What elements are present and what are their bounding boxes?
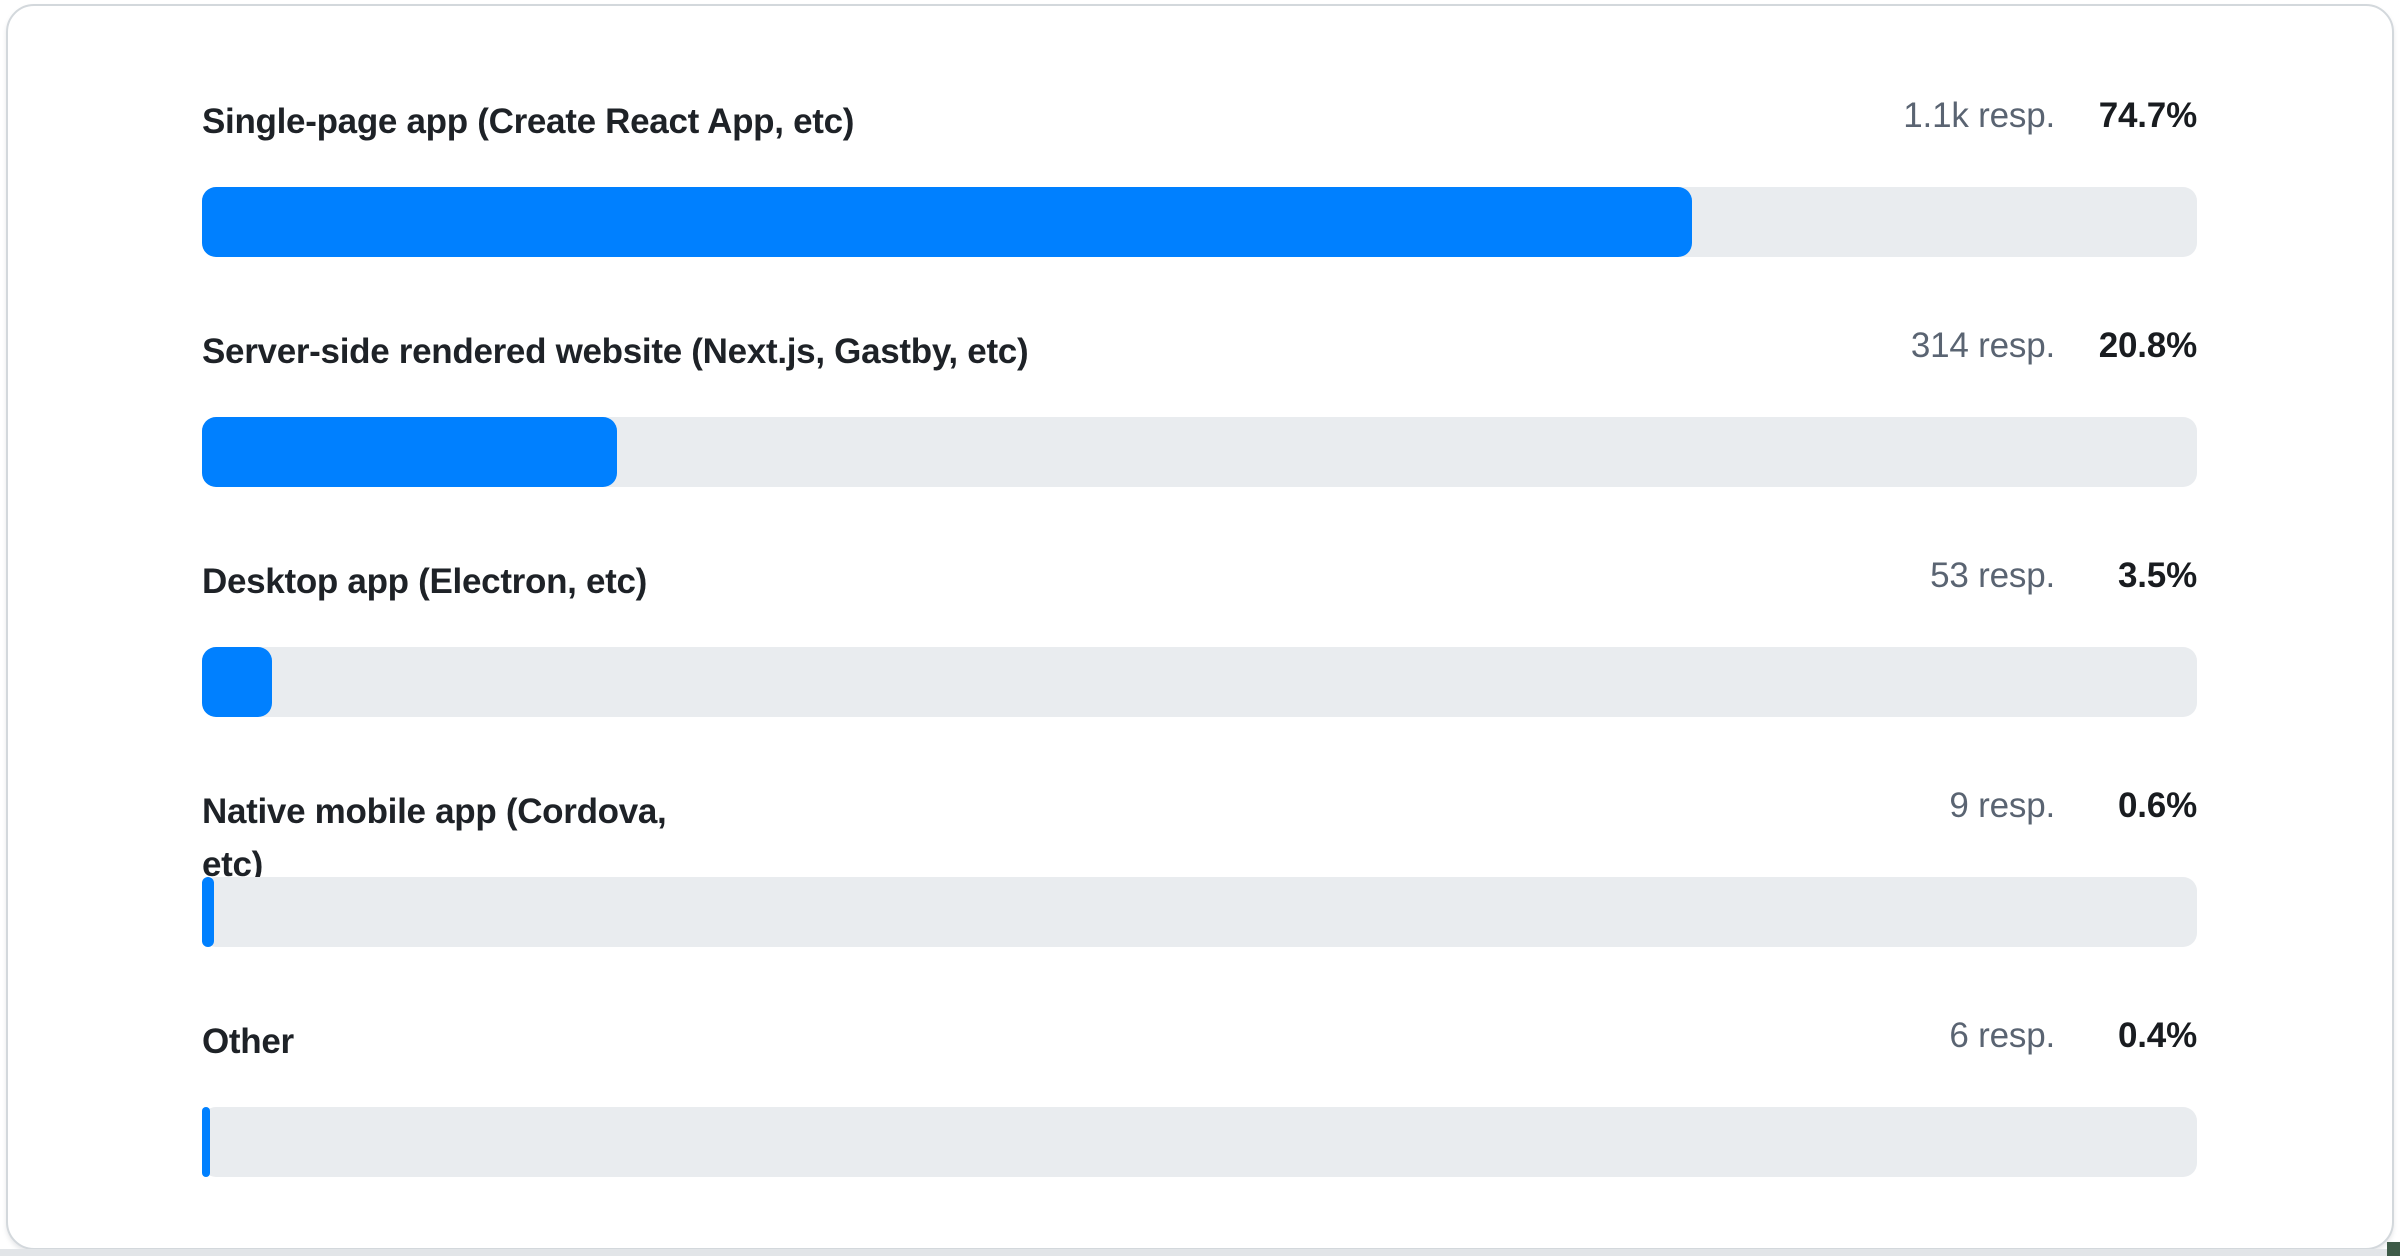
percentage-value: 3.5%: [2118, 556, 2197, 595]
bar-fill: [202, 1107, 210, 1177]
survey-results-list: Single-page app (Create React App, etc) …: [202, 96, 2197, 1246]
bar-track: [202, 647, 2197, 717]
row-header: Single-page app (Create React App, etc) …: [202, 96, 2197, 149]
survey-row: Native mobile app (Cordova, etc) 9 resp.…: [202, 786, 2197, 1016]
survey-row: Desktop app (Electron, etc) 53 resp. 3.5…: [202, 556, 2197, 786]
bar-fill: [202, 647, 272, 717]
response-count: 53 resp.: [1930, 556, 2055, 595]
response-count: 6 resp.: [1949, 1016, 2055, 1055]
survey-row: Other 6 resp. 0.4%: [202, 1016, 2197, 1246]
row-stats: 314 resp. 20.8%: [1911, 326, 2197, 366]
bar-track: [202, 417, 2197, 487]
corner-accent-patch: [2387, 1242, 2400, 1256]
bar-track: [202, 1107, 2197, 1177]
answer-label: Other: [202, 1022, 294, 1061]
row-header: Other 6 resp. 0.4%: [202, 1016, 2197, 1069]
bar-track: [202, 877, 2197, 947]
page-bottom-strip: [0, 1249, 2400, 1256]
row-header: Desktop app (Electron, etc) 53 resp. 3.5…: [202, 556, 2197, 609]
response-count: 1.1k resp.: [1903, 96, 2055, 135]
answer-label: Single-page app (Create React App, etc): [202, 102, 855, 141]
percentage-value: 74.7%: [2098, 96, 2197, 135]
row-stats: 9 resp. 0.6%: [1949, 786, 2197, 826]
row-stats: 6 resp. 0.4%: [1949, 1016, 2197, 1056]
response-count: 314 resp.: [1910, 326, 2055, 365]
percentage-value: 0.6%: [2118, 786, 2197, 825]
row-stats: 1.1k resp. 74.7%: [1903, 96, 2197, 136]
percentage-value: 0.4%: [2118, 1016, 2197, 1055]
bar-fill: [202, 877, 214, 947]
row-header: Native mobile app (Cordova, etc) 9 resp.…: [202, 786, 2197, 891]
survey-results-card: Single-page app (Create React App, etc) …: [6, 4, 2394, 1250]
survey-row: Server-side rendered website (Next.js, G…: [202, 326, 2197, 556]
bar-track: [202, 187, 2197, 257]
row-stats: 53 resp. 3.5%: [1930, 556, 2197, 596]
survey-row: Single-page app (Create React App, etc) …: [202, 96, 2197, 326]
response-count: 9 resp.: [1949, 786, 2055, 825]
bar-fill: [202, 417, 617, 487]
answer-label: Desktop app (Electron, etc): [202, 562, 648, 601]
bar-fill: [202, 187, 1693, 257]
answer-label: Native mobile app (Cordova, etc): [202, 792, 667, 884]
percentage-value: 20.8%: [2098, 326, 2197, 365]
answer-label: Server-side rendered website (Next.js, G…: [202, 332, 1029, 371]
row-header: Server-side rendered website (Next.js, G…: [202, 326, 2197, 379]
